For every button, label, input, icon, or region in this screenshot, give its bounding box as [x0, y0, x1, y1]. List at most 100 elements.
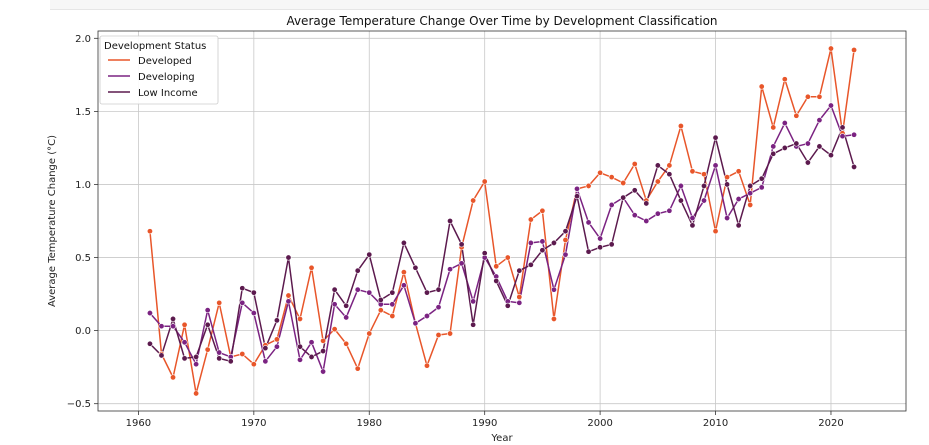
legend-item: Developing: [108, 72, 195, 83]
series-2-point: [839, 124, 846, 131]
series-lines: [149, 47, 855, 395]
series-0-point: [343, 340, 350, 347]
series-1-point: [527, 239, 534, 246]
series-0-point: [804, 93, 811, 100]
y-tick-label: 0.0: [75, 326, 91, 337]
series-0-point: [631, 161, 638, 168]
x-tick-label: 2010: [703, 418, 728, 429]
y-tick-label: 1.5: [75, 107, 91, 118]
series-2-point: [677, 197, 684, 204]
series-2-point: [712, 134, 719, 141]
series-1-point: [250, 310, 257, 317]
series-0-point: [689, 168, 696, 175]
series-2-point: [585, 248, 592, 255]
series-1-point: [343, 314, 350, 321]
series-1-point: [400, 282, 407, 289]
series-2-point: [227, 358, 234, 365]
series-1-point: [758, 184, 765, 191]
series-2-point: [216, 355, 223, 362]
series-2-point: [689, 222, 696, 229]
series-2-point: [539, 247, 546, 254]
series-2-point: [527, 261, 534, 268]
series-1-point: [816, 117, 823, 124]
series-2-point: [285, 254, 292, 261]
series-0-point: [827, 45, 834, 52]
x-axis-title: Year: [490, 433, 513, 444]
series-0-point: [181, 321, 188, 328]
series-1-point: [689, 215, 696, 222]
series-0-point: [516, 293, 523, 300]
series-0-point: [597, 169, 604, 176]
series-2-point: [516, 267, 523, 274]
series-0-point: [285, 292, 292, 299]
series-1-point: [193, 361, 200, 368]
series-1-point: [654, 210, 661, 217]
series-1-point: [146, 310, 153, 317]
series-0-point: [620, 180, 627, 187]
series-2-point: [608, 241, 615, 248]
y-axis-title: Average Temperature Change (°C): [47, 135, 58, 307]
series-2-point: [504, 302, 511, 309]
series-0-point: [389, 312, 396, 319]
series-0-point: [435, 331, 442, 338]
series-1-point: [597, 235, 604, 242]
legend-item: Developed: [108, 56, 192, 67]
series-0-point: [608, 174, 615, 181]
series-1-point: [181, 339, 188, 346]
series-2-point: [170, 315, 177, 322]
series-2-point: [758, 175, 765, 182]
series-2-point: [816, 143, 823, 150]
series-2-point: [447, 218, 454, 225]
series-1-point: [204, 307, 211, 314]
legend: Development Status Developed Developing Lo…: [99, 35, 219, 105]
series-line-0: [149, 47, 855, 395]
series-1-point: [770, 143, 777, 150]
series-2-point: [366, 251, 373, 258]
series-0-point: [758, 83, 765, 90]
series-0-point: [400, 269, 407, 276]
series-1-point: [320, 368, 327, 375]
series-0-point: [527, 216, 534, 223]
series-0-point: [851, 46, 858, 53]
series-2-point: [493, 277, 500, 284]
series-2-point: [400, 239, 407, 246]
series-1-point: [851, 131, 858, 138]
series-1-point: [539, 238, 546, 245]
series-2-point: [574, 193, 581, 200]
series-2-point: [550, 239, 557, 246]
series-0-point: [677, 123, 684, 130]
series-1-point: [354, 286, 361, 293]
series-0-point: [493, 263, 500, 270]
series-1-point: [262, 358, 269, 365]
series-2-point: [700, 182, 707, 189]
series-1-point: [827, 102, 834, 109]
legend-label: Developed: [138, 56, 192, 67]
series-1-point: [239, 299, 246, 306]
series-line-2: [149, 126, 855, 363]
series-1-point: [666, 207, 673, 214]
legend-title: Development Status: [104, 41, 206, 52]
series-2-point: [273, 317, 280, 324]
series-2-point: [804, 159, 811, 166]
top-toolbar-strip: [50, 0, 929, 10]
series-0-point: [250, 361, 257, 368]
series-1-point: [712, 162, 719, 169]
series-0-point: [793, 112, 800, 119]
series-0-point: [423, 362, 430, 369]
y-tick-label: 1.0: [75, 180, 91, 191]
legend-item: Low Income: [108, 88, 198, 99]
series-1-point: [677, 182, 684, 189]
series-1-point: [331, 301, 338, 308]
x-tick-label: 2020: [818, 418, 843, 429]
series-2-point: [239, 285, 246, 292]
x-tick-label: 2000: [587, 418, 612, 429]
series-1-point: [585, 219, 592, 226]
series-2-point: [146, 340, 153, 347]
x-tick-label: 1980: [357, 418, 382, 429]
series-1-point: [631, 212, 638, 219]
series-1-point: [747, 190, 754, 197]
series-2-point: [331, 286, 338, 293]
series-2-point: [793, 140, 800, 147]
series-2-point: [747, 182, 754, 189]
